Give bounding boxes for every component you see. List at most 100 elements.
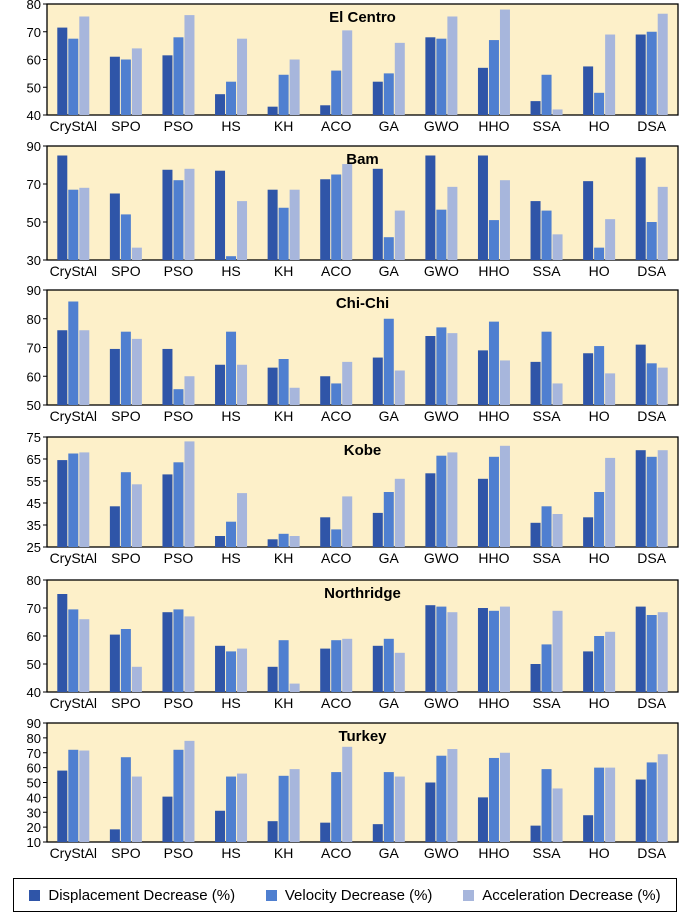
- chi-chi-category-label: KH: [274, 408, 293, 424]
- northridge-bar-spo-velocity: [120, 629, 131, 692]
- bam-bar-dsa-acceleration: [657, 186, 668, 260]
- turkey-bar-hho-velocity: [488, 757, 499, 842]
- kobe-bar-aco-velocity: [331, 529, 342, 547]
- chi-chi-bar-gwo-velocity: [436, 327, 447, 405]
- bam-bar-dsa-velocity: [646, 222, 657, 260]
- northridge-ytick-label: 70: [27, 601, 41, 616]
- turkey-bar-ssa-velocity: [541, 769, 552, 842]
- northridge-category-label: DSA: [637, 695, 666, 711]
- bam-bar-aco-acceleration: [342, 164, 353, 260]
- chi-chi-bar-crystal-acceleration: [79, 330, 90, 405]
- kobe-category-label: GWO: [424, 550, 459, 566]
- bam-ytick-label: 70: [27, 177, 41, 192]
- chart-legend: Displacement Decrease (%) Velocity Decre…: [13, 878, 677, 912]
- el-centro-category-label: SPO: [111, 118, 141, 134]
- turkey-category-label: HS: [221, 845, 240, 861]
- legend-label-displacement: Displacement Decrease (%): [48, 886, 236, 904]
- bam-category-label: SSA: [533, 263, 562, 279]
- turkey-ytick-label: 80: [27, 731, 41, 746]
- chi-chi-bar-crystal-displacement: [57, 330, 68, 405]
- chi-chi-bar-pso-acceleration: [184, 376, 195, 405]
- turkey-bar-hho-acceleration: [499, 752, 510, 842]
- bam-bar-aco-velocity: [331, 174, 342, 260]
- el-centro-bar-ssa-velocity: [541, 74, 552, 115]
- turkey-category-label: SSA: [533, 845, 562, 861]
- kobe-bar-dsa-acceleration: [657, 450, 668, 547]
- chi-chi-category-label: PSO: [164, 408, 194, 424]
- turkey-ytick-label: 40: [27, 790, 41, 805]
- chi-chi-bar-dsa-displacement: [635, 344, 646, 405]
- turkey-bar-gwo-displacement: [425, 782, 436, 842]
- bam-category-label: KH: [274, 263, 293, 279]
- northridge-bar-dsa-velocity: [646, 615, 657, 692]
- chi-chi-category-label: GWO: [424, 408, 459, 424]
- bam-ytick-label: 50: [27, 215, 41, 230]
- northridge-bar-kh-acceleration: [289, 683, 300, 692]
- bam-bar-ssa-acceleration: [552, 234, 563, 260]
- turkey-category-label: PSO: [164, 845, 194, 861]
- kobe-category-label: DSA: [637, 550, 666, 566]
- bam-bar-spo-velocity: [120, 214, 131, 260]
- kobe-ytick-label: 65: [27, 452, 41, 467]
- bam-bar-ssa-velocity: [541, 210, 552, 260]
- kobe-bar-gwo-displacement: [425, 473, 436, 547]
- bam-category-label: GWO: [424, 263, 459, 279]
- bam-bar-spo-displacement: [109, 193, 120, 260]
- el-centro-bar-dsa-velocity: [646, 31, 657, 115]
- turkey-bar-aco-displacement: [320, 822, 331, 842]
- kobe-bar-dsa-velocity: [646, 456, 657, 547]
- bam-bar-hho-acceleration: [499, 180, 510, 260]
- kobe-bar-kh-displacement: [267, 539, 278, 547]
- kobe-bar-crystal-displacement: [57, 460, 68, 547]
- northridge-bar-spo-acceleration: [131, 666, 142, 692]
- el-centro-ytick-label: 70: [27, 25, 41, 40]
- kobe-bar-hs-acceleration: [237, 493, 248, 547]
- kobe-bar-ga-acceleration: [394, 478, 405, 547]
- chi-chi-bar-kh-acceleration: [289, 387, 300, 405]
- bam-category-label: GA: [379, 263, 400, 279]
- kobe-bar-spo-acceleration: [131, 484, 142, 547]
- chi-chi-bar-spo-acceleration: [131, 338, 142, 405]
- kobe-ytick-label: 55: [27, 474, 41, 489]
- turkey-bar-kh-velocity: [278, 775, 289, 842]
- chi-chi-bar-aco-velocity: [331, 383, 342, 405]
- el-centro-bar-ho-velocity: [594, 92, 605, 115]
- el-centro-bar-spo-velocity: [120, 59, 131, 115]
- northridge-bar-crystal-acceleration: [79, 619, 90, 692]
- bam-bar-kh-displacement: [267, 189, 278, 260]
- bam-category-label: PSO: [164, 263, 194, 279]
- kobe-bar-ssa-displacement: [530, 522, 541, 547]
- kobe-bar-aco-acceleration: [342, 496, 353, 547]
- turkey-bar-ga-displacement: [372, 824, 383, 842]
- el-centro-category-label: PSO: [164, 118, 194, 134]
- kobe-plot-area: [46, 436, 679, 548]
- northridge-category-label: KH: [274, 695, 293, 711]
- chi-chi-category-label: SPO: [111, 408, 141, 424]
- bam-bar-crystal-acceleration: [79, 187, 90, 260]
- bam-bar-gwo-acceleration: [447, 186, 458, 260]
- bam-ytick-label: 90: [27, 139, 41, 154]
- el-centro-bar-gwo-displacement: [425, 37, 436, 115]
- chi-chi-bar-ga-velocity: [383, 318, 394, 405]
- kobe-category-label: HS: [221, 550, 240, 566]
- turkey-bar-ga-velocity: [383, 772, 394, 842]
- legend-swatch-velocity: [265, 889, 277, 901]
- northridge-bar-ho-velocity: [594, 636, 605, 692]
- northridge-bar-spo-displacement: [109, 634, 120, 692]
- kobe-bar-gwo-velocity: [436, 455, 447, 547]
- el-centro-category-label: GWO: [424, 118, 459, 134]
- chi-chi-category-label: DSA: [637, 408, 666, 424]
- chi-chi-bar-hho-acceleration: [499, 360, 510, 405]
- chi-chi-plot-area: [46, 289, 679, 406]
- chi-chi-bar-ga-displacement: [372, 357, 383, 405]
- el-centro-bar-ho-displacement: [583, 66, 594, 115]
- bam-category-label: CryStAl: [50, 263, 97, 279]
- chi-chi-bar-ho-acceleration: [605, 373, 616, 405]
- northridge-category-label: PSO: [164, 695, 194, 711]
- kobe-bar-ga-velocity: [383, 492, 394, 547]
- northridge-bar-aco-displacement: [320, 648, 331, 692]
- el-centro-bar-aco-acceleration: [342, 30, 353, 115]
- bam-bar-kh-acceleration: [289, 189, 300, 260]
- kobe-bar-ho-displacement: [583, 517, 594, 547]
- bam-panel-title: Bam: [346, 151, 379, 168]
